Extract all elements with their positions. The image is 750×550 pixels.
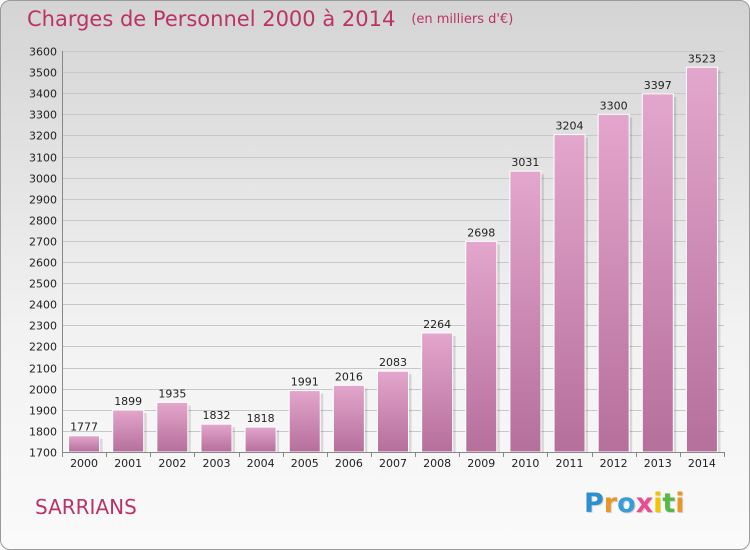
commune-name: SARRIANS xyxy=(35,495,137,519)
y-tick-label: 3200 xyxy=(29,130,57,143)
chart-title-text: Charges de Personnel 2000 à 2014 xyxy=(27,7,396,31)
proxiti-logo[interactable]: Proxiti xyxy=(584,488,685,519)
y-tick-label: 1800 xyxy=(29,426,57,439)
bar-value-label: 1935 xyxy=(158,387,186,400)
bar-value-label: 1899 xyxy=(114,395,142,408)
y-tick-label: 1900 xyxy=(29,405,57,418)
y-tick-label: 2000 xyxy=(29,384,57,397)
y-tick-label: 2400 xyxy=(29,299,57,312)
y-tick-label: 3400 xyxy=(29,88,57,101)
bar xyxy=(465,240,498,453)
bar-value-label: 1818 xyxy=(247,412,275,425)
bar xyxy=(377,370,409,453)
y-tick-label: 2300 xyxy=(29,320,57,333)
bar xyxy=(200,423,233,453)
logo-letter: x xyxy=(635,488,654,519)
bar xyxy=(112,409,145,453)
x-tick-label: 2007 xyxy=(379,457,407,470)
x-tick-label: 2013 xyxy=(644,457,672,470)
bar xyxy=(685,66,718,453)
bar xyxy=(244,426,277,453)
bar-value-label: 3300 xyxy=(600,99,628,112)
bar xyxy=(288,390,321,453)
bar xyxy=(509,170,542,453)
bar xyxy=(68,435,101,453)
x-tick-label: 2002 xyxy=(158,457,186,470)
bar-value-label: 1777 xyxy=(70,421,98,434)
logo-letter: i xyxy=(653,488,663,519)
x-tick-label: 2003 xyxy=(202,457,230,470)
x-tick-label: 2010 xyxy=(511,457,539,470)
logo-letter: P xyxy=(584,488,604,519)
bar-value-label: 2264 xyxy=(423,318,451,331)
bar-value-label: 2016 xyxy=(335,370,363,383)
y-tick-label: 3000 xyxy=(29,173,57,186)
y-tick-label: 1700 xyxy=(29,447,57,460)
y-tick-label: 2900 xyxy=(29,194,57,207)
axes: 1700 1800 1900 2000 2100 2200 2300 2400 2500 2600… xyxy=(29,46,725,470)
bar-value-label: 2698 xyxy=(467,226,495,239)
bar xyxy=(553,134,586,453)
data-labels: 1777 1899 1935 1832 1818 1991 2016 2083 2264 2698… xyxy=(70,52,716,433)
bar-value-label: 3204 xyxy=(556,120,584,133)
chart-title: Charges de Personnel 2000 à 2014 (en mill… xyxy=(27,7,513,31)
bar-value-label: 3523 xyxy=(688,52,716,65)
y-tick-label: 2600 xyxy=(29,257,57,270)
y-tick-label: 2200 xyxy=(29,341,57,354)
bar xyxy=(332,384,365,453)
bar-value-label: 3397 xyxy=(644,79,672,92)
y-tick-label: 2500 xyxy=(29,278,57,291)
logo-letter: t xyxy=(662,488,676,519)
y-tick-label: 3100 xyxy=(29,152,57,165)
bar-value-label: 3031 xyxy=(511,156,539,169)
bar-value-label: 1832 xyxy=(202,409,230,422)
y-tick-label: 3500 xyxy=(29,67,57,80)
x-tick-label: 2009 xyxy=(467,457,495,470)
y-tick-label: 2100 xyxy=(29,363,57,376)
bar-value-label: 2083 xyxy=(379,356,407,369)
x-tick-label: 2008 xyxy=(423,457,451,470)
chart-unit: (en milliers d'€) xyxy=(411,12,514,27)
x-tick-label: 2006 xyxy=(335,457,363,470)
bar xyxy=(641,93,674,453)
bar xyxy=(156,401,189,453)
x-tick-label: 2012 xyxy=(600,457,628,470)
x-tick-label: 2001 xyxy=(114,457,142,470)
logo-letter: o xyxy=(617,488,636,519)
logo-letter: i xyxy=(675,488,685,519)
bar xyxy=(597,113,630,453)
x-tick-label: 2005 xyxy=(291,457,319,470)
x-tick-label: 2000 xyxy=(70,457,98,470)
bar-value-label: 1991 xyxy=(291,376,319,389)
y-tick-label: 2700 xyxy=(29,236,57,249)
x-tick-label: 2004 xyxy=(247,457,275,470)
logo-letter: r xyxy=(603,488,618,519)
y-tick-label: 2800 xyxy=(29,215,57,228)
y-tick-label: 3300 xyxy=(29,109,57,122)
bar xyxy=(421,332,454,453)
y-tick-label: 3600 xyxy=(29,46,57,59)
x-tick-label: 2011 xyxy=(556,457,584,470)
x-tick-label: 2014 xyxy=(688,457,716,470)
